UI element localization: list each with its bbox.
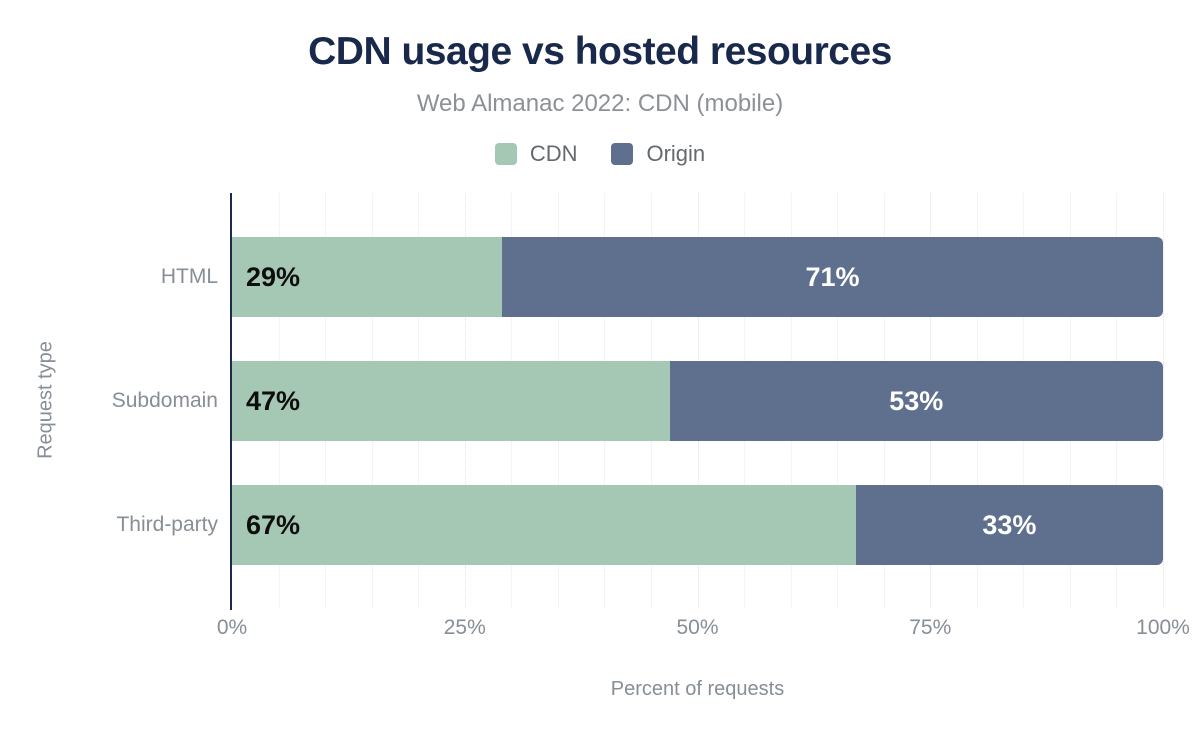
cdn-value-label: 67% bbox=[246, 509, 301, 540]
x-tick-label: 50% bbox=[676, 616, 719, 639]
x-axis-title: Percent of requests bbox=[610, 678, 785, 700]
bar-row-third-party: 67% 33% bbox=[232, 485, 1163, 565]
origin-swatch-icon bbox=[611, 143, 634, 165]
x-tick-label: 25% bbox=[443, 616, 486, 639]
legend-label-cdn: CDN bbox=[529, 141, 578, 166]
origin-bar-segment[interactable]: 33% bbox=[855, 485, 1163, 565]
x-tick-label: 75% bbox=[909, 616, 952, 639]
cdn-value-label: 47% bbox=[246, 385, 301, 416]
category-label: HTML bbox=[160, 265, 218, 288]
origin-value-label: 33% bbox=[982, 509, 1037, 540]
legend-item-origin[interactable]: Origin bbox=[611, 141, 705, 167]
legend-label-origin: Origin bbox=[646, 141, 706, 166]
cdn-bar-segment[interactable]: 47% bbox=[232, 361, 670, 441]
cdn-swatch-icon bbox=[494, 143, 517, 165]
bar-row-html: 29% 71% bbox=[232, 237, 1163, 317]
cdn-bar-segment[interactable]: 67% bbox=[232, 485, 856, 565]
plot-area: 29% 71% 47% 53% 67% 33% bbox=[230, 193, 1164, 610]
bar-row-subdomain: 47% 53% bbox=[232, 361, 1163, 441]
x-tick-label: 100% bbox=[1136, 616, 1190, 639]
x-axis-ticks: 0% 25% 50% 75% 100% bbox=[217, 616, 1190, 644]
gridline bbox=[1163, 193, 1164, 608]
origin-value-label: 53% bbox=[889, 385, 944, 416]
origin-bar-segment[interactable]: 71% bbox=[501, 237, 1163, 317]
origin-value-label: 71% bbox=[805, 261, 860, 292]
y-axis-line bbox=[230, 193, 232, 610]
origin-bar-segment[interactable]: 53% bbox=[669, 361, 1163, 441]
legend-item-cdn[interactable]: CDN bbox=[494, 141, 578, 167]
x-tick-label: 0% bbox=[216, 616, 248, 639]
category-label: Subdomain bbox=[111, 389, 218, 412]
cdn-bar-segment[interactable]: 29% bbox=[232, 237, 502, 317]
chart-subtitle: Web Almanac 2022: CDN (mobile) bbox=[416, 90, 784, 117]
cdn-value-label: 29% bbox=[246, 261, 301, 292]
legend: CDN Origin bbox=[0, 141, 1200, 167]
chart-title: CDN usage vs hosted resources bbox=[308, 30, 892, 73]
category-label: Third-party bbox=[116, 513, 218, 536]
